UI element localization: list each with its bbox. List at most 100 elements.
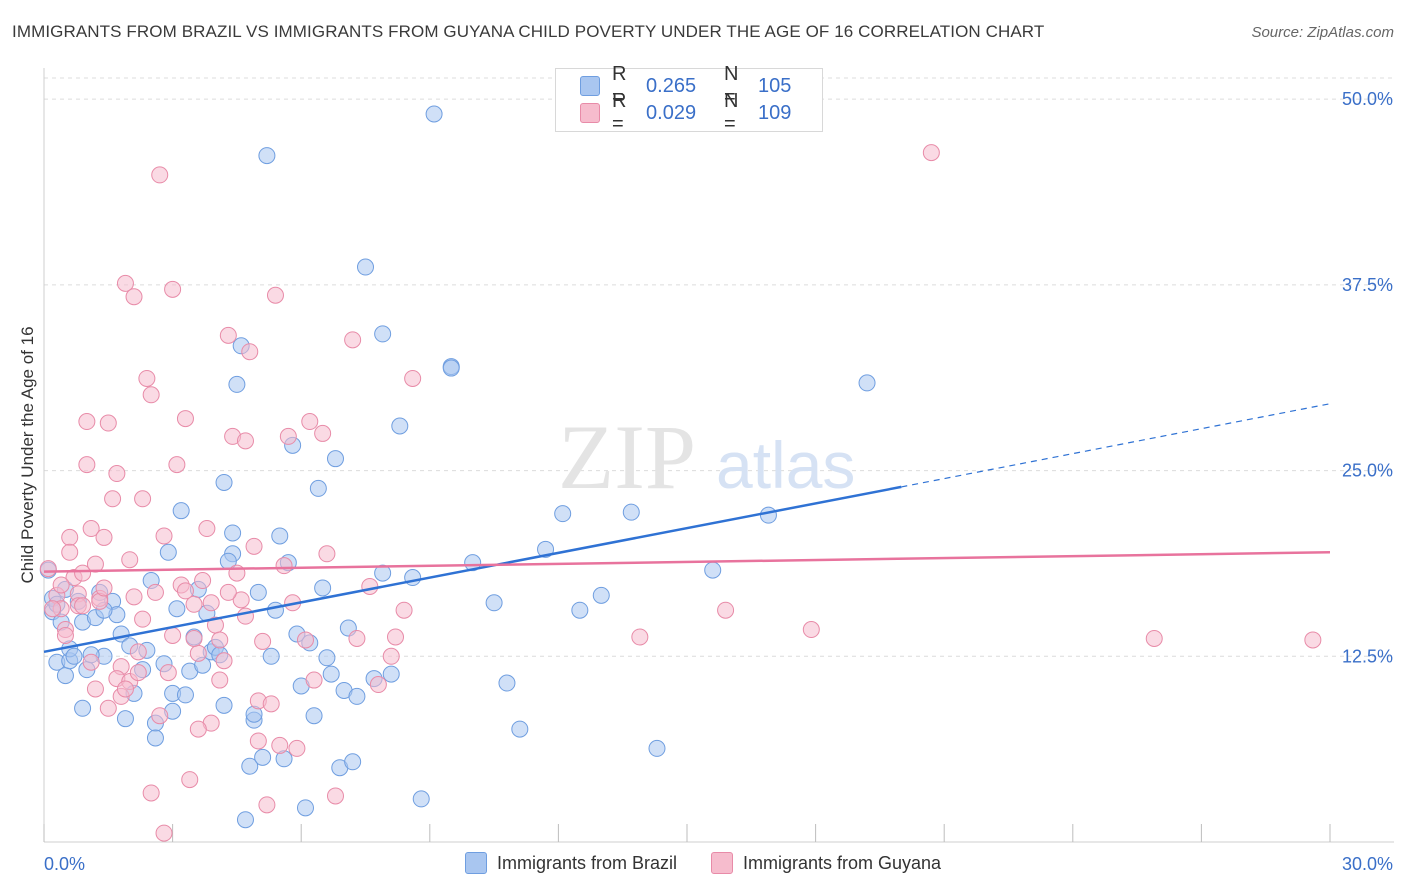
data-point bbox=[326, 450, 344, 468]
data-point bbox=[704, 561, 722, 579]
data-point bbox=[142, 386, 160, 404]
data-point bbox=[1145, 629, 1163, 647]
series-legend: Immigrants from Brazil Immigrants from G… bbox=[0, 852, 1406, 874]
correlation-legend: R = 0.265 N = 105 R = 0.029 N = 109 bbox=[555, 63, 823, 135]
data-point bbox=[249, 732, 267, 750]
data-point bbox=[86, 680, 104, 698]
data-point bbox=[802, 621, 820, 639]
data-point bbox=[44, 600, 62, 618]
legend-label-brazil: Immigrants from Brazil bbox=[496, 852, 677, 873]
data-point bbox=[189, 644, 207, 662]
data-point bbox=[236, 811, 254, 829]
trend-line-guyana bbox=[43, 551, 1331, 573]
data-point bbox=[241, 343, 259, 361]
data-point bbox=[172, 502, 190, 520]
legend-swatch-brazil bbox=[464, 852, 487, 874]
data-point bbox=[249, 583, 267, 601]
watermark-zip: ZIP bbox=[558, 406, 696, 508]
data-point bbox=[129, 643, 147, 661]
data-point bbox=[382, 647, 400, 665]
data-point bbox=[134, 490, 152, 508]
legend-row-brazil: R = 0.265 N = 105 bbox=[580, 63, 822, 108]
data-point bbox=[348, 687, 366, 705]
data-point bbox=[266, 601, 284, 619]
data-point bbox=[279, 427, 297, 445]
data-point bbox=[121, 551, 139, 569]
data-point bbox=[78, 413, 96, 431]
data-point bbox=[241, 757, 259, 775]
data-point bbox=[314, 579, 332, 597]
data-point bbox=[262, 647, 280, 665]
data-point bbox=[108, 465, 126, 483]
data-point bbox=[95, 579, 113, 597]
data-point bbox=[592, 586, 610, 604]
data-point bbox=[387, 628, 405, 646]
data-point bbox=[164, 626, 182, 644]
data-point bbox=[189, 720, 207, 738]
data-point bbox=[138, 369, 156, 387]
data-point bbox=[215, 696, 233, 714]
data-point bbox=[159, 664, 177, 682]
data-point bbox=[82, 520, 100, 538]
data-point bbox=[202, 594, 220, 612]
data-point bbox=[425, 105, 443, 123]
data-point bbox=[61, 528, 79, 546]
data-point bbox=[56, 626, 74, 644]
data-point bbox=[164, 280, 182, 298]
data-point bbox=[142, 784, 160, 802]
data-point bbox=[357, 258, 374, 276]
legend-label-guyana: Immigrants from Guyana bbox=[742, 852, 942, 873]
data-point bbox=[181, 771, 199, 789]
data-point bbox=[194, 572, 212, 590]
data-point bbox=[305, 671, 323, 689]
chart-title: IMMIGRANTS FROM BRAZIL VS IMMIGRANTS FRO… bbox=[12, 22, 1045, 41]
data-point bbox=[99, 414, 117, 432]
data-point bbox=[318, 545, 336, 563]
data-point bbox=[211, 671, 229, 689]
y-tick-label: 12.5% bbox=[1342, 646, 1393, 666]
data-point bbox=[176, 410, 194, 428]
trend-line-brazil bbox=[43, 485, 902, 654]
data-point bbox=[215, 652, 233, 670]
data-point bbox=[296, 799, 314, 817]
trend-line-brazil-extension bbox=[901, 403, 1331, 488]
data-point bbox=[211, 631, 229, 649]
data-point bbox=[322, 665, 340, 683]
axes bbox=[43, 68, 1394, 843]
legend-swatch-brazil bbox=[580, 76, 601, 96]
data-point bbox=[151, 166, 169, 184]
y-tick-label: 25.0% bbox=[1342, 461, 1393, 481]
trend-lines bbox=[43, 403, 1331, 654]
points-layer bbox=[39, 105, 1322, 842]
legend-item-guyana: Immigrants from Guyana bbox=[710, 852, 942, 874]
data-point bbox=[717, 601, 735, 619]
data-point bbox=[305, 707, 323, 725]
data-point bbox=[168, 456, 186, 474]
data-point bbox=[155, 527, 173, 545]
data-point bbox=[155, 824, 173, 842]
data-point bbox=[314, 424, 332, 442]
x-tick-label: 0.0% bbox=[44, 854, 85, 874]
data-point bbox=[104, 490, 122, 508]
data-point bbox=[442, 359, 460, 377]
data-point bbox=[146, 583, 164, 601]
legend-swatch-guyana bbox=[580, 103, 601, 123]
data-point bbox=[52, 576, 70, 594]
data-point bbox=[391, 417, 409, 435]
data-point bbox=[159, 543, 177, 561]
legend-n-label: N = bbox=[724, 63, 739, 108]
data-point bbox=[185, 629, 203, 647]
data-point bbox=[61, 543, 79, 561]
legend-r-label: R = bbox=[612, 63, 627, 108]
legend-n-value: 105 bbox=[758, 74, 792, 97]
data-point bbox=[99, 699, 117, 717]
data-point bbox=[374, 325, 392, 343]
data-point bbox=[224, 524, 242, 542]
y-tick-label: 50.0% bbox=[1342, 89, 1393, 109]
data-point bbox=[236, 607, 254, 625]
data-point bbox=[116, 680, 134, 698]
data-point bbox=[65, 647, 83, 665]
tick-labels: 12.5% 25.0% 37.5% 50.0% 0.0% 30.0% bbox=[44, 89, 1393, 874]
data-point bbox=[125, 288, 143, 306]
data-point bbox=[404, 369, 422, 387]
